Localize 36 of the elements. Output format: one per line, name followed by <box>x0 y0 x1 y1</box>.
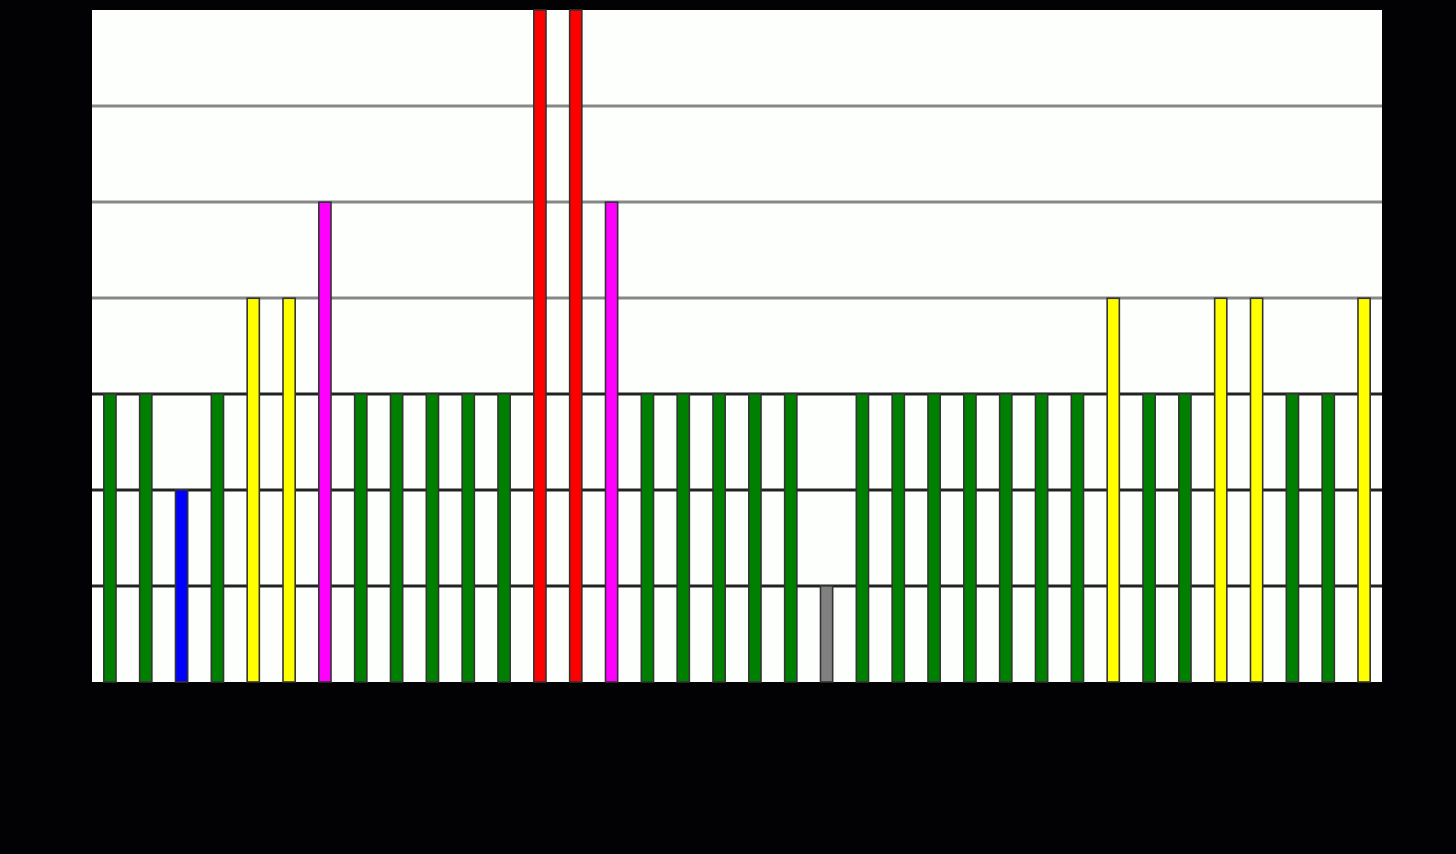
bar <box>748 392 762 683</box>
bar <box>1034 392 1049 683</box>
bar <box>1249 297 1264 683</box>
bar <box>927 392 941 683</box>
bar <box>783 392 798 683</box>
bar <box>963 392 977 683</box>
bar <box>998 392 1013 683</box>
bar <box>497 392 511 683</box>
bar <box>389 392 404 683</box>
bar <box>138 392 153 683</box>
bar <box>676 392 691 683</box>
bar <box>1070 392 1085 683</box>
bar <box>246 297 261 683</box>
bar <box>640 392 655 683</box>
bar <box>1142 392 1156 683</box>
bar <box>174 489 189 683</box>
bar <box>1357 297 1371 683</box>
bar <box>461 392 476 683</box>
bar <box>712 392 726 683</box>
bar <box>1178 392 1192 683</box>
bar <box>533 9 547 683</box>
bar <box>568 9 583 683</box>
bar <box>1285 392 1300 683</box>
bar <box>318 201 332 683</box>
bar <box>1321 392 1336 683</box>
bar <box>1106 297 1121 683</box>
bar <box>855 392 870 683</box>
bar <box>425 392 440 683</box>
bar <box>604 201 619 683</box>
bar <box>210 392 225 683</box>
bar <box>819 585 834 683</box>
bar <box>282 297 296 683</box>
bar <box>353 392 368 683</box>
bar <box>103 392 117 683</box>
bar <box>1213 297 1228 683</box>
bar <box>891 392 906 683</box>
